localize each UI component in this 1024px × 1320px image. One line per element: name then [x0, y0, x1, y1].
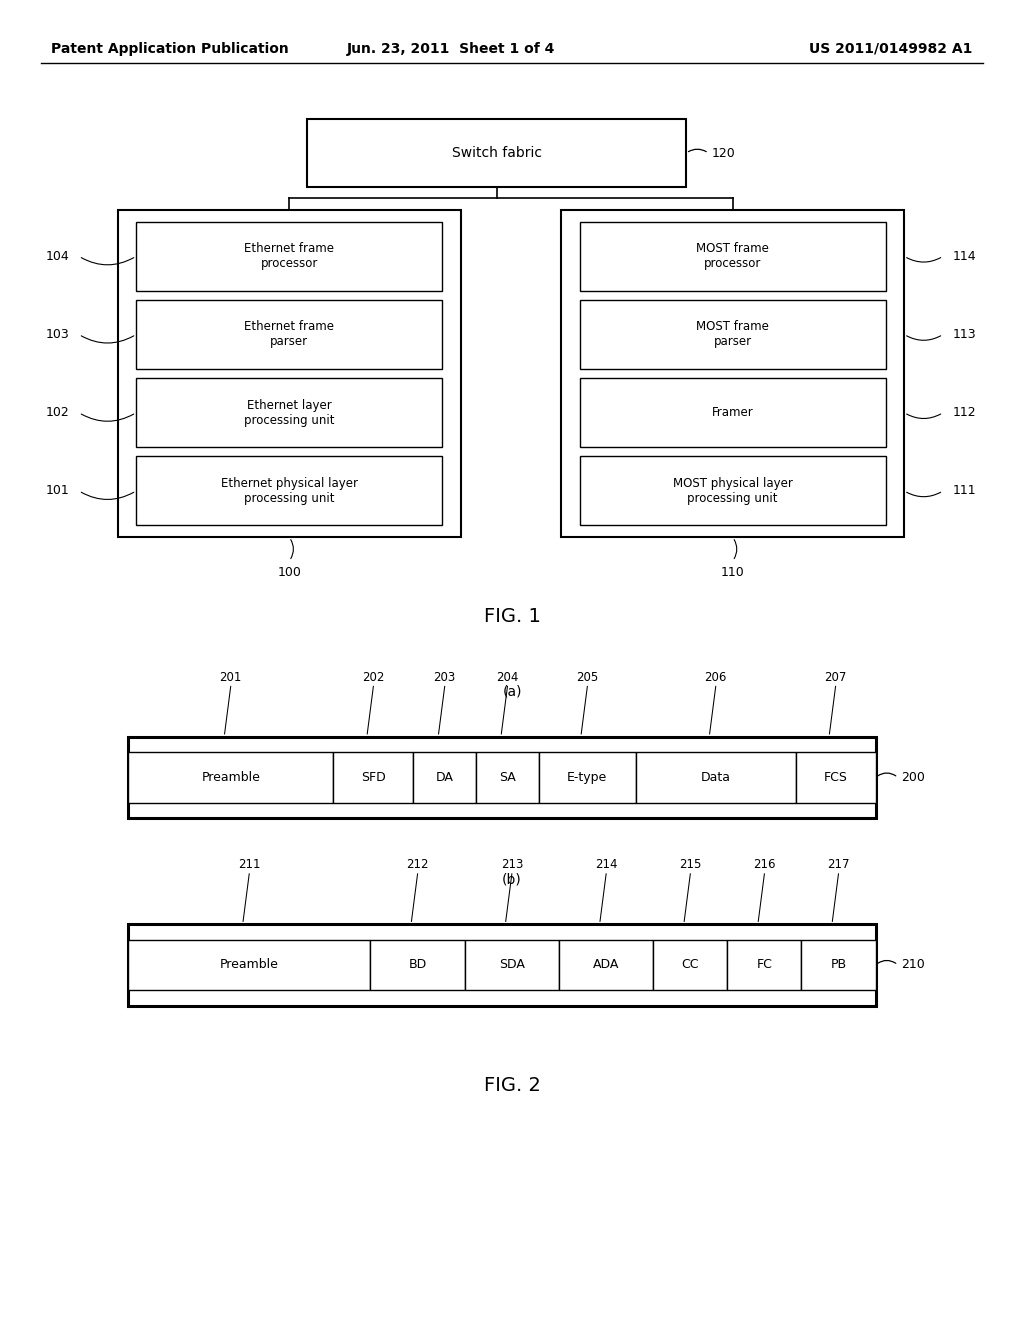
Text: 206: 206: [705, 671, 727, 684]
Text: SDA: SDA: [499, 958, 524, 972]
Text: PB: PB: [830, 958, 847, 972]
FancyBboxPatch shape: [580, 300, 886, 370]
Text: 102: 102: [46, 407, 70, 420]
Text: 110: 110: [721, 566, 744, 579]
Text: MOST frame
parser: MOST frame parser: [696, 321, 769, 348]
Text: FIG. 1: FIG. 1: [483, 607, 541, 626]
FancyBboxPatch shape: [465, 940, 559, 990]
FancyBboxPatch shape: [136, 222, 442, 290]
Text: E-type: E-type: [567, 771, 607, 784]
Text: 211: 211: [238, 858, 260, 871]
Text: (a): (a): [502, 685, 522, 698]
FancyBboxPatch shape: [136, 379, 442, 447]
Text: 101: 101: [46, 484, 70, 498]
Text: Jun. 23, 2011  Sheet 1 of 4: Jun. 23, 2011 Sheet 1 of 4: [346, 42, 555, 55]
FancyBboxPatch shape: [653, 940, 727, 990]
Text: MOST physical layer
processing unit: MOST physical layer processing unit: [673, 477, 793, 504]
FancyBboxPatch shape: [128, 940, 371, 990]
Text: 207: 207: [824, 671, 847, 684]
Text: Ethernet physical layer
processing unit: Ethernet physical layer processing unit: [221, 477, 357, 504]
Text: Preamble: Preamble: [202, 771, 260, 784]
Text: Ethernet layer
processing unit: Ethernet layer processing unit: [244, 399, 335, 426]
FancyBboxPatch shape: [136, 300, 442, 370]
Text: 112: 112: [952, 407, 976, 420]
FancyBboxPatch shape: [802, 940, 876, 990]
Text: SA: SA: [499, 771, 516, 784]
Text: 210: 210: [901, 958, 925, 972]
Text: BD: BD: [409, 958, 427, 972]
Text: FC: FC: [757, 958, 772, 972]
Text: 100: 100: [278, 566, 301, 579]
FancyBboxPatch shape: [128, 737, 876, 818]
FancyBboxPatch shape: [307, 119, 686, 187]
FancyBboxPatch shape: [796, 752, 876, 803]
Text: 114: 114: [952, 249, 976, 263]
Text: US 2011/0149982 A1: US 2011/0149982 A1: [809, 42, 973, 55]
Text: 113: 113: [952, 327, 976, 341]
Text: Patent Application Publication: Patent Application Publication: [51, 42, 289, 55]
FancyBboxPatch shape: [128, 752, 334, 803]
FancyBboxPatch shape: [371, 940, 465, 990]
FancyBboxPatch shape: [727, 940, 802, 990]
Text: Switch fabric: Switch fabric: [452, 147, 542, 160]
Text: 204: 204: [497, 671, 518, 684]
FancyBboxPatch shape: [539, 752, 636, 803]
Text: 216: 216: [754, 858, 775, 871]
FancyBboxPatch shape: [118, 210, 461, 537]
FancyBboxPatch shape: [580, 222, 886, 290]
Text: CC: CC: [682, 958, 699, 972]
Text: 111: 111: [952, 484, 976, 498]
Text: 120: 120: [712, 147, 735, 160]
Text: 217: 217: [827, 858, 850, 871]
Text: 212: 212: [407, 858, 429, 871]
FancyBboxPatch shape: [414, 752, 476, 803]
Text: 215: 215: [679, 858, 701, 871]
Text: 214: 214: [595, 858, 617, 871]
Text: DA: DA: [436, 771, 454, 784]
Text: Ethernet frame
processor: Ethernet frame processor: [245, 243, 334, 271]
Text: FIG. 2: FIG. 2: [483, 1076, 541, 1094]
Text: 202: 202: [362, 671, 385, 684]
FancyBboxPatch shape: [334, 752, 414, 803]
FancyBboxPatch shape: [561, 210, 904, 537]
Text: (b): (b): [502, 873, 522, 886]
Text: 104: 104: [46, 249, 70, 263]
FancyBboxPatch shape: [476, 752, 539, 803]
Text: FCS: FCS: [823, 771, 848, 784]
Text: Framer: Framer: [712, 407, 754, 420]
Text: Preamble: Preamble: [220, 958, 279, 972]
FancyBboxPatch shape: [128, 924, 876, 1006]
Text: Data: Data: [700, 771, 731, 784]
FancyBboxPatch shape: [559, 940, 653, 990]
Text: 213: 213: [501, 858, 523, 871]
Text: MOST frame
processor: MOST frame processor: [696, 243, 769, 271]
Text: ADA: ADA: [593, 958, 620, 972]
Text: 200: 200: [901, 771, 925, 784]
Text: 203: 203: [433, 671, 456, 684]
Text: Ethernet frame
parser: Ethernet frame parser: [245, 321, 334, 348]
FancyBboxPatch shape: [636, 752, 796, 803]
Text: 205: 205: [577, 671, 598, 684]
FancyBboxPatch shape: [580, 379, 886, 447]
FancyBboxPatch shape: [136, 457, 442, 525]
Text: 201: 201: [219, 671, 242, 684]
FancyBboxPatch shape: [580, 457, 886, 525]
Text: 103: 103: [46, 327, 70, 341]
Text: SFD: SFD: [361, 771, 386, 784]
